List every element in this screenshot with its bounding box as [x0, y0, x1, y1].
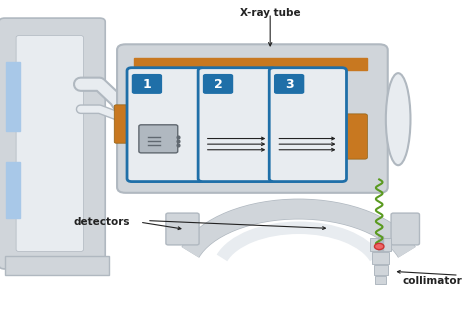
FancyBboxPatch shape: [166, 213, 199, 245]
FancyBboxPatch shape: [117, 44, 388, 193]
Bar: [134, 58, 367, 70]
FancyBboxPatch shape: [391, 213, 419, 245]
Text: 2: 2: [214, 78, 222, 91]
Circle shape: [374, 243, 384, 250]
FancyBboxPatch shape: [114, 105, 136, 143]
Bar: [372, 252, 389, 264]
Bar: [6, 162, 20, 218]
Bar: [374, 265, 388, 275]
Text: collimator: collimator: [402, 276, 462, 286]
FancyBboxPatch shape: [269, 68, 346, 182]
Bar: [370, 238, 391, 251]
FancyBboxPatch shape: [338, 114, 367, 159]
Text: detectors: detectors: [73, 217, 130, 227]
Bar: [378, 236, 383, 251]
FancyBboxPatch shape: [198, 68, 275, 182]
Text: 3: 3: [285, 78, 293, 91]
Text: X-ray tube: X-ray tube: [240, 8, 301, 18]
FancyBboxPatch shape: [127, 68, 204, 182]
Bar: [375, 276, 386, 284]
Text: 1: 1: [143, 78, 151, 91]
FancyBboxPatch shape: [16, 36, 83, 251]
FancyBboxPatch shape: [0, 18, 105, 269]
Ellipse shape: [386, 73, 410, 165]
FancyBboxPatch shape: [139, 125, 178, 153]
FancyBboxPatch shape: [203, 74, 233, 94]
Bar: [6, 62, 20, 131]
FancyBboxPatch shape: [132, 74, 162, 94]
FancyBboxPatch shape: [274, 74, 304, 94]
Bar: [5, 256, 109, 275]
